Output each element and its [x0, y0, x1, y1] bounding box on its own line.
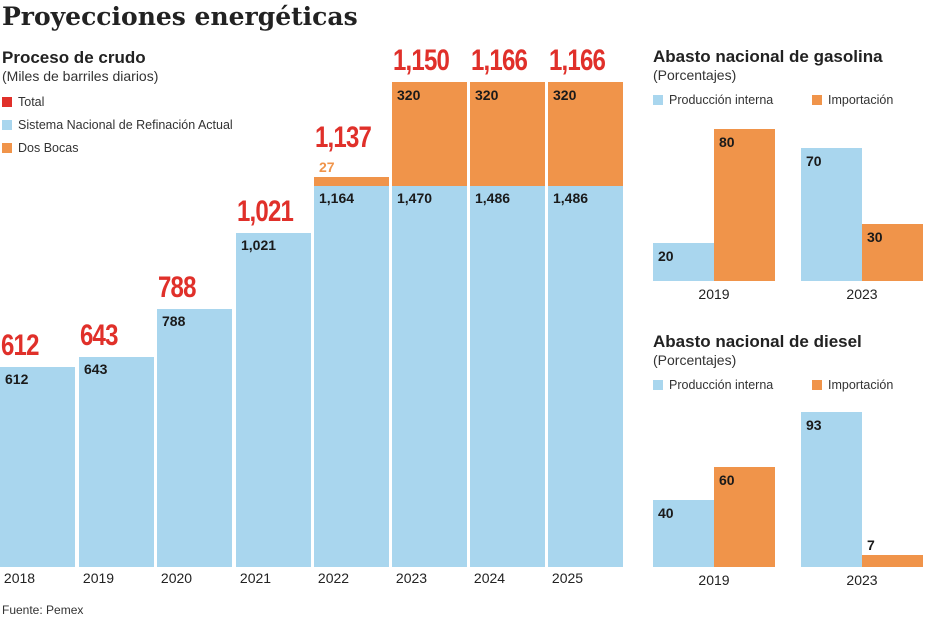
legend-label: Total	[18, 95, 45, 109]
x-tick-label: 2024	[473, 570, 506, 586]
bar-snr	[0, 366, 75, 567]
bar-dos-bocas	[392, 81, 467, 187]
diesel-legend-internal: Producción interna	[653, 378, 773, 392]
crude-chart-subtitle: (Miles de barriles diarios)	[2, 68, 159, 84]
gas-chart-subtitle: (Porcentajes)	[653, 67, 737, 83]
legend-dos-bocas: Dos Bocas	[2, 141, 78, 155]
legend-swatch-total	[2, 97, 12, 107]
x-tick-label: 2019	[82, 570, 115, 586]
value-label-dos-bocas: 320	[475, 86, 499, 103]
x-tick-label: 2019	[698, 286, 730, 302]
x-tick-label: 2022	[317, 570, 350, 586]
value-label-snr: 1,486	[475, 190, 511, 207]
total-label: 612	[1, 328, 39, 362]
legend-label: Producción interna	[669, 378, 774, 392]
legend-swatch-dos-bocas	[2, 143, 12, 153]
total-label: 1,166	[471, 43, 528, 77]
crude-chart-title: Proceso de crudo	[2, 48, 146, 67]
bar-snr	[392, 186, 467, 567]
total-label: 788	[158, 271, 196, 305]
value-label-snr: 1,164	[319, 190, 355, 207]
x-tick-label: 2023	[395, 570, 428, 586]
bar-import	[714, 129, 775, 281]
gas-legend-import: Importación	[812, 93, 893, 107]
bar-snr	[157, 309, 232, 567]
total-label: 1,150	[393, 43, 450, 77]
value-label: 20	[658, 248, 674, 264]
value-label-snr: 612	[5, 370, 29, 387]
legend-label: Sistema Nacional de Refinación Actual	[18, 118, 233, 132]
legend-total: Total	[2, 95, 44, 109]
bar-snr	[314, 186, 389, 567]
bar-import	[862, 555, 923, 567]
value-label: 93	[806, 416, 822, 433]
gas-chart-title: Abasto nacional de gasolina	[653, 47, 883, 66]
bar-dos-bocas	[548, 81, 623, 187]
value-label: 70	[806, 153, 822, 169]
bar-snr	[236, 233, 311, 567]
x-tick-label: 2023	[846, 286, 878, 302]
bar-snr	[548, 186, 623, 567]
bar-snr	[470, 186, 545, 567]
value-label-snr: 643	[84, 360, 108, 377]
legend-swatch	[812, 380, 822, 390]
bar-internal	[653, 243, 714, 281]
legend-label: Importación	[828, 93, 894, 107]
legend-swatch	[812, 95, 822, 105]
bar-dos-bocas	[470, 81, 545, 187]
total-label: 643	[80, 318, 118, 352]
source-note: Fuente: Pemex	[2, 603, 84, 617]
x-tick-label: 2018	[3, 570, 36, 586]
value-label-dos-bocas: 320	[397, 86, 421, 103]
value-label-dos-bocas: 320	[553, 86, 577, 103]
legend-label: Dos Bocas	[18, 141, 79, 155]
bar-internal	[801, 148, 862, 281]
total-label: 1,137	[315, 121, 372, 155]
total-label: 1,166	[549, 43, 606, 77]
x-tick-label: 2020	[160, 570, 193, 586]
value-label: 40	[658, 505, 674, 522]
legend-swatch	[653, 380, 663, 390]
gas-legend-internal: Producción interna	[653, 93, 773, 107]
diesel-chart-subtitle: (Porcentajes)	[653, 352, 737, 368]
value-label-snr: 1,021	[241, 237, 277, 254]
value-label-dos-bocas: 27	[319, 159, 335, 176]
value-label: 60	[719, 471, 735, 488]
value-label-snr: 1,486	[553, 190, 589, 207]
value-label: 30	[867, 229, 883, 245]
legend-label: Importación	[828, 378, 894, 392]
value-label-snr: 788	[162, 313, 186, 330]
bar-import	[862, 224, 923, 281]
legend-swatch	[653, 95, 663, 105]
diesel-legend-import: Importación	[812, 378, 893, 392]
total-label: 1,021	[237, 195, 294, 229]
bar-import	[714, 466, 775, 567]
legend-swatch-snr	[2, 120, 12, 130]
bar-internal	[653, 500, 714, 567]
x-tick-label: 2019	[698, 572, 730, 588]
value-label: 80	[719, 134, 735, 150]
x-tick-label: 2025	[551, 570, 584, 586]
legend-snr: Sistema Nacional de Refinación Actual	[2, 118, 233, 132]
x-tick-label: 2023	[846, 572, 878, 588]
x-tick-label: 2021	[239, 570, 272, 586]
page-title: Proyecciones energéticas	[2, 2, 358, 31]
value-label: 7	[867, 537, 875, 554]
bar-internal	[801, 411, 862, 567]
bar-dos-bocas	[314, 177, 389, 187]
value-label-snr: 1,470	[397, 190, 433, 207]
diesel-chart-title: Abasto nacional de diesel	[653, 332, 862, 351]
bar-snr	[79, 356, 154, 567]
legend-label: Producción interna	[669, 93, 774, 107]
